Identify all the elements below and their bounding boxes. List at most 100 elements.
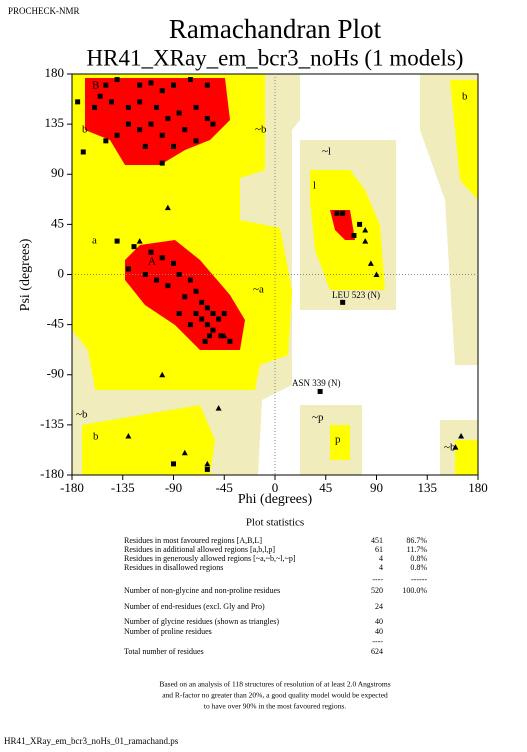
glycine-point — [164, 204, 171, 211]
stats-table: Residues in most favoured regions [A,B,L… — [124, 536, 427, 656]
stats-count: ---- — [372, 575, 383, 584]
y-tick-label: 0 — [58, 265, 65, 280]
x-tick-label: -180 — [60, 480, 84, 495]
residue-point — [137, 127, 143, 133]
residue-point — [204, 116, 210, 122]
residue-point — [171, 143, 176, 149]
residue-point — [176, 310, 182, 316]
axes: -180 -135 -90 -45 0 45 90 135 180 -180 -135 -90 -45 0… — [40, 65, 488, 495]
region-label: b — [93, 431, 99, 443]
residue-point — [187, 277, 193, 283]
x-tick-label: 90 — [370, 480, 383, 495]
glycine-point — [458, 433, 465, 439]
residue-point — [221, 310, 227, 316]
residue-point — [317, 388, 323, 394]
y-tick-label: -180 — [40, 466, 64, 481]
residue-point — [210, 327, 216, 333]
residue-point — [114, 238, 120, 244]
region-label: b — [82, 124, 88, 136]
x-tick-label: -45 — [216, 480, 233, 495]
residue-point — [148, 80, 154, 86]
residue-point — [165, 283, 171, 289]
stats-percent: 0.8% — [410, 563, 427, 572]
residue-point — [227, 338, 233, 344]
glycine-point — [373, 271, 380, 277]
x-tick-label: -135 — [111, 480, 135, 495]
y-tick-label: 45 — [51, 215, 64, 230]
stats-count: 40 — [375, 617, 383, 626]
annotation: LEU 523 (N) — [332, 290, 380, 300]
residue-point — [154, 104, 160, 110]
residue-point — [159, 160, 165, 166]
residue-point — [80, 149, 86, 155]
region-label: p — [335, 434, 341, 446]
residue-point — [92, 104, 98, 110]
stats-label: Number of proline residues — [124, 627, 212, 636]
residue-point — [125, 121, 131, 127]
favoured-region — [330, 210, 355, 240]
y-tick-label: -45 — [47, 316, 64, 331]
stats-percent: 0.8% — [410, 554, 427, 563]
residue-point — [131, 244, 137, 250]
region-label: b — [462, 91, 468, 103]
residue-point — [334, 210, 340, 216]
residue-point — [108, 99, 114, 105]
glycine-point — [125, 433, 132, 439]
glycine-point — [362, 226, 369, 233]
residue-point — [148, 249, 154, 255]
x-axis-label: Phi (degrees) — [238, 492, 313, 507]
glycine-point — [181, 449, 188, 456]
region-label: ~b — [444, 442, 456, 454]
residue-point — [204, 305, 210, 311]
residue-point — [202, 338, 208, 344]
residue-point — [142, 272, 148, 277]
stats-count: 40 — [375, 627, 383, 636]
residue-point — [199, 299, 205, 305]
residue-point — [103, 82, 109, 88]
glycine-point — [367, 260, 374, 266]
note-line: and R-factor no greater than 20%, a good… — [162, 691, 388, 700]
residue-point — [125, 266, 131, 272]
x-tick-label: 0 — [272, 480, 279, 495]
y-axis-label: Psi (degrees) — [18, 238, 33, 311]
residue-point — [351, 233, 357, 239]
stats-label: Number of end-residues (excl. Gly and Pr… — [124, 602, 265, 611]
stats-count: 4 — [379, 563, 383, 572]
stats-count: 24 — [375, 602, 383, 611]
residue-point — [182, 294, 188, 300]
allowed-region — [455, 440, 478, 475]
stats-count: 61 — [375, 545, 383, 554]
header: PROCHECK-NMR — [8, 6, 80, 16]
residue-point — [216, 316, 222, 322]
residue-point — [171, 260, 176, 266]
chart-title: Ramachandran Plot — [169, 14, 382, 44]
note-line: Based on an analysis of 118 structures o… — [159, 680, 390, 689]
stats-count: 4 — [379, 554, 383, 563]
y-tick-label: 180 — [45, 65, 65, 80]
residue-point — [97, 93, 103, 99]
residue-point — [114, 132, 120, 138]
note-line: to have over 90% in the most favoured re… — [204, 702, 346, 711]
chart-subtitle: HR41_XRay_em_bcr3_noHs (1 models) — [87, 45, 464, 70]
x-tick-label: 135 — [418, 480, 438, 495]
stats-percent: 86.7% — [406, 536, 427, 545]
residue-point — [340, 210, 346, 216]
region-label: ~p — [312, 412, 324, 424]
points — [75, 77, 465, 472]
residue-point — [193, 104, 199, 110]
residue-point — [204, 322, 210, 328]
y-tick-label: 135 — [45, 115, 65, 130]
region-label: B — [92, 80, 99, 92]
x-tick-label: 180 — [468, 480, 488, 495]
glycine-point — [362, 238, 369, 244]
allowed-region — [450, 80, 478, 200]
residue-point — [182, 127, 188, 133]
y-tick-label: -90 — [47, 366, 64, 381]
stats-heading: Plot statistics — [246, 517, 304, 529]
residue-point — [187, 322, 193, 328]
stats-label: Residues in most favoured regions [A,B,L… — [124, 536, 262, 545]
glycine-point — [221, 332, 228, 339]
residue-point — [165, 116, 171, 122]
residue-point — [159, 255, 165, 261]
